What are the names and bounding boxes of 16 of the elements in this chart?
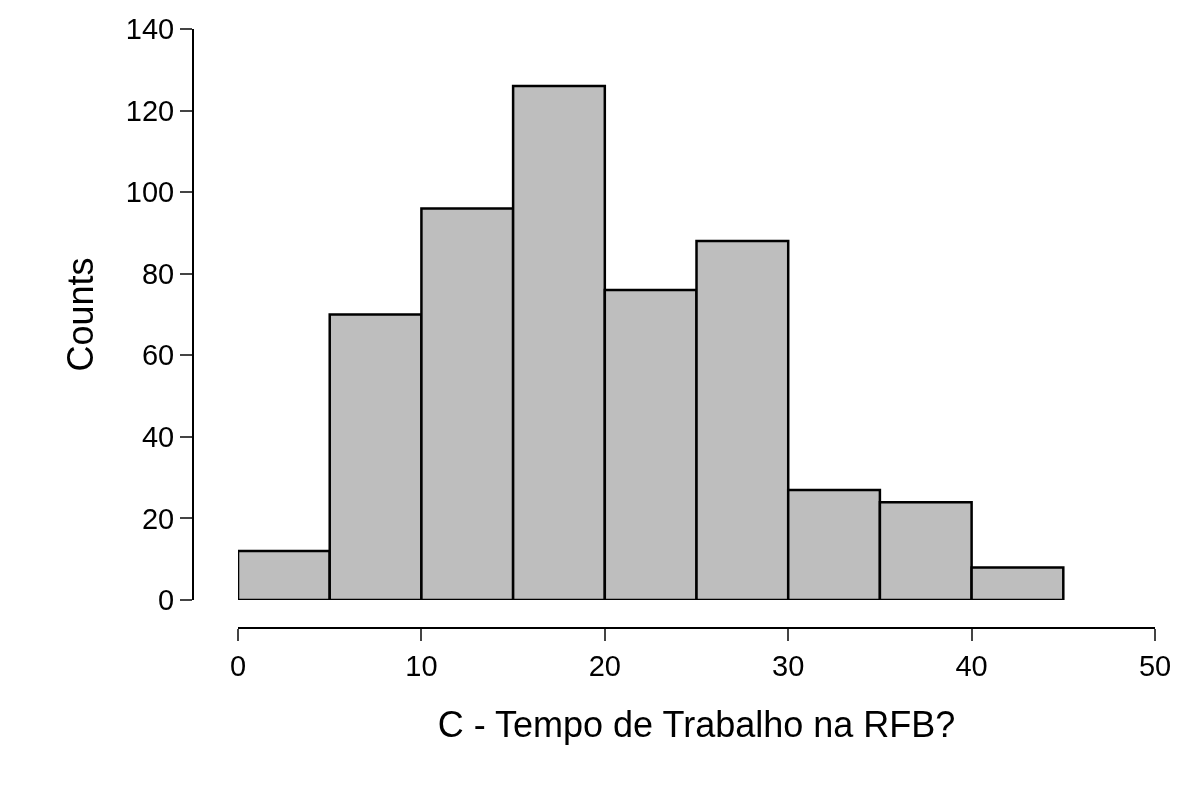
y-tick-label: 100 <box>125 176 175 209</box>
y-tick-label: 40 <box>141 421 175 454</box>
x-tick-label: 20 <box>588 649 621 682</box>
x-tick-label: 40 <box>955 649 988 682</box>
x-tick-label: 10 <box>405 649 438 682</box>
y-tick-label: 60 <box>141 339 175 372</box>
x-tick-label: 30 <box>772 649 805 682</box>
y-tick-label: 140 <box>125 13 175 46</box>
y-tick-label: 0 <box>158 584 175 617</box>
x-axis-title: C - Tempo de Trabalho na RFB? <box>437 704 956 745</box>
y-tick-label: 120 <box>125 94 175 127</box>
x-tick-label: 50 <box>1138 649 1172 682</box>
y-axis-title: Counts <box>60 257 102 372</box>
y-tick-label: 80 <box>141 257 175 290</box>
x-tick-label: 0 <box>229 649 247 682</box>
y-tick-label: 20 <box>141 502 175 535</box>
